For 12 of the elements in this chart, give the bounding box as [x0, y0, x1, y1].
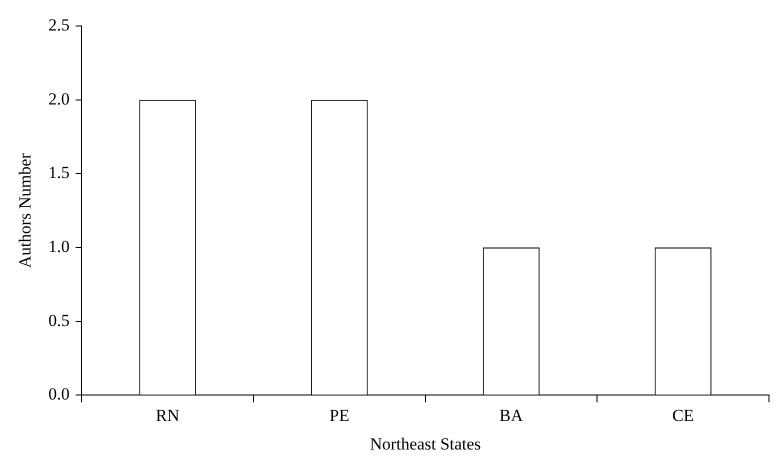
y-axis-title: Authors Number: [16, 152, 35, 268]
x-tick-label: BA: [499, 406, 524, 425]
y-tick-label: 1.5: [48, 163, 70, 182]
y-tick-label: 2.5: [48, 15, 70, 34]
x-tick-label: PE: [329, 406, 350, 425]
x-tick-label: CE: [672, 406, 694, 425]
x-tick-label: RN: [156, 406, 180, 425]
y-tick-label: 0.0: [48, 384, 70, 404]
x-axis-title: Northeast States: [370, 434, 481, 454]
y-tick-label: 2.0: [48, 89, 70, 108]
y-tick-label: 0.5: [48, 310, 70, 330]
y-tick-label: 1.0: [48, 236, 70, 256]
